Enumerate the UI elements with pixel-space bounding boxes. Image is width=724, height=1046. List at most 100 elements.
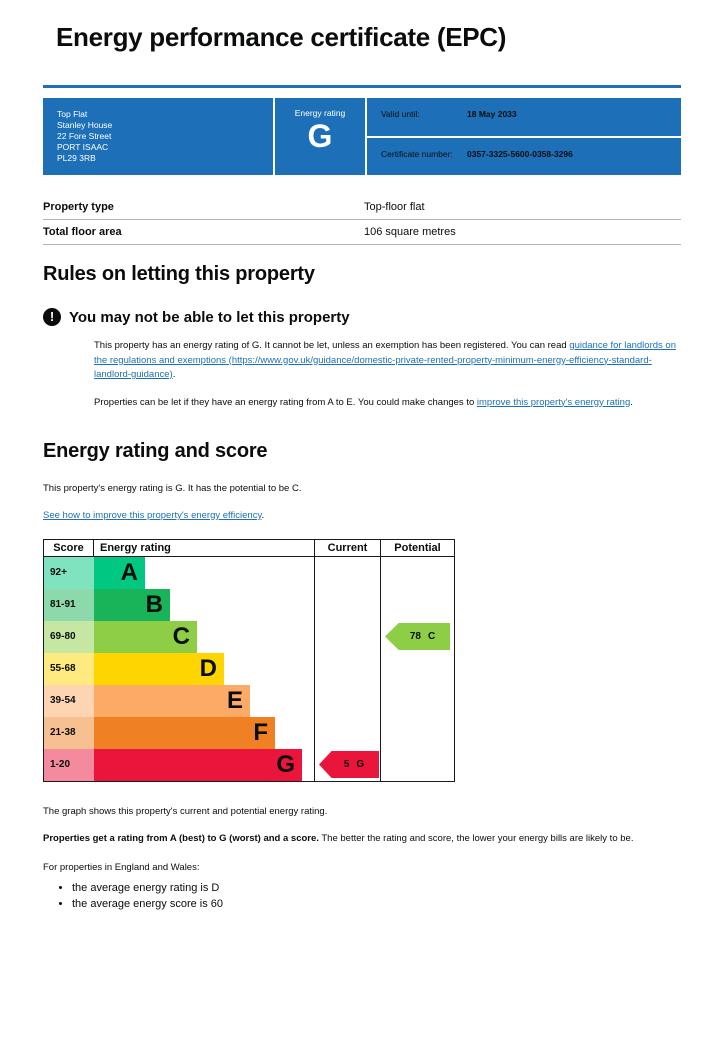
rating-rule-bold: Properties get a rating from A (best) to… bbox=[43, 833, 319, 844]
rating-rule-rest: The better the rating and score, the low… bbox=[318, 833, 634, 844]
chart-band-row-g: 1-20 G 5 G bbox=[44, 749, 454, 781]
current-cell bbox=[314, 589, 380, 621]
band-score-range: 39-54 bbox=[44, 685, 94, 717]
paragraph-text: . bbox=[630, 396, 633, 408]
energy-rating-column-header: Energy rating bbox=[100, 542, 171, 554]
band-score-range: 92+ bbox=[44, 557, 94, 589]
potential-column-header: Potential bbox=[380, 540, 454, 556]
potential-cell bbox=[380, 653, 454, 685]
chart-band-row-b: 81-91 B bbox=[44, 589, 454, 621]
potential-cell bbox=[380, 685, 454, 717]
potential-cell bbox=[380, 557, 454, 589]
letting-paragraph-1: This property has an energy rating of G.… bbox=[94, 339, 681, 383]
chart-band-row-f: 21-38 F bbox=[44, 717, 454, 749]
rating-intro: This property's energy rating is G. It h… bbox=[43, 483, 302, 494]
band-bar-b: B bbox=[94, 589, 170, 621]
regions-intro: For properties in England and Wales: bbox=[43, 862, 200, 873]
graph-caption: The graph shows this property's current … bbox=[43, 806, 328, 817]
chart-band-row-a: 92+ A bbox=[44, 557, 454, 589]
property-type-label: Property type bbox=[43, 201, 114, 213]
warning-body: This property has an energy rating of G.… bbox=[94, 339, 681, 410]
paragraph-text: . bbox=[261, 510, 265, 521]
band-bar-area: B bbox=[94, 589, 314, 621]
warning-header: ! You may not be able to let this proper… bbox=[43, 308, 681, 326]
chart-rows: 92+ A 81-91 B 69-80 C 78 C 55-68 D 39-54 E 21-38 F 1-2… bbox=[44, 557, 454, 781]
band-bar-area: E bbox=[94, 685, 314, 717]
potential-cell bbox=[380, 717, 454, 749]
potential-cell bbox=[380, 589, 454, 621]
potential-rating-arrow: 78 C bbox=[385, 623, 450, 650]
band-score-range: 55-68 bbox=[44, 653, 94, 685]
chart-band-row-e: 39-54 E bbox=[44, 685, 454, 717]
band-bar-c: C bbox=[94, 621, 197, 653]
current-cell bbox=[314, 717, 380, 749]
band-bar-area: D bbox=[94, 653, 314, 685]
current-column-header: Current bbox=[314, 540, 380, 556]
improve-line: See how to improve this property's energ… bbox=[43, 510, 681, 521]
average-stats-list: the average energy rating is D the avera… bbox=[72, 881, 681, 912]
exclamation-icon: ! bbox=[43, 308, 61, 326]
current-cell bbox=[314, 685, 380, 717]
band-score-range: 21-38 bbox=[44, 717, 94, 749]
certificate-number-value: 0357-3325-5600-0358-3296 bbox=[467, 148, 573, 159]
list-item: the average energy rating is D bbox=[72, 881, 681, 897]
certificate-number-label: Certificate number: bbox=[381, 148, 453, 159]
rating-rule-caption: Properties get a rating from A (best) to… bbox=[43, 833, 681, 844]
chart-band-row-c: 69-80 C 78 C bbox=[44, 621, 454, 653]
band-bar-area: F bbox=[94, 717, 314, 749]
certificate-details: Valid until: 18 May 2033 Certificate num… bbox=[367, 98, 681, 175]
potential-cell bbox=[380, 749, 454, 781]
band-bar-f: F bbox=[94, 717, 275, 749]
potential-cell: 78 C bbox=[380, 621, 454, 653]
paragraph-text: Properties can be let if they have an en… bbox=[94, 396, 477, 408]
rating-score-heading: Energy rating and score bbox=[43, 440, 268, 462]
certificate-number-row: Certificate number: 0357-3325-5600-0358-… bbox=[367, 137, 681, 175]
epc-chart: Score Energy rating Current Potential 92… bbox=[43, 539, 455, 782]
band-bar-g: G bbox=[94, 749, 302, 781]
see-how-to-improve-link[interactable]: See how to improve this property's energ… bbox=[43, 510, 262, 521]
chart-band-row-d: 55-68 D bbox=[44, 653, 454, 685]
valid-until-label: Valid until: bbox=[381, 109, 420, 119]
valid-until-value: 18 May 2033 bbox=[467, 109, 517, 119]
paragraph-text: This property has an energy rating of G.… bbox=[94, 340, 570, 351]
band-bar-e: E bbox=[94, 685, 250, 717]
header-rule bbox=[43, 85, 681, 88]
current-cell bbox=[314, 653, 380, 685]
epc-document: Energy performance certificate (EPC) Top… bbox=[0, 22, 724, 912]
paragraph-text: . bbox=[172, 369, 176, 380]
band-bar-area: G bbox=[94, 749, 314, 781]
improve-rating-link[interactable]: improve this property's energy rating bbox=[476, 396, 631, 408]
energy-rating-value: G bbox=[307, 118, 333, 154]
property-type-value: Top-floor flat bbox=[364, 201, 425, 213]
list-item: the average energy score is 60 bbox=[72, 897, 681, 913]
address-line: Top Flat bbox=[57, 109, 88, 119]
score-column-header: Score bbox=[44, 540, 94, 556]
floor-area-value: 106 square metres bbox=[364, 226, 456, 238]
band-bar-area: A bbox=[94, 557, 314, 589]
address-line: Stanley House bbox=[57, 120, 113, 130]
band-score-range: 81-91 bbox=[44, 589, 94, 621]
property-address: Top Flat Stanley House 22 Fore Street PO… bbox=[43, 98, 273, 175]
table-row: Property type Top-floor flat bbox=[43, 195, 681, 220]
letting-rules-heading: Rules on letting this property bbox=[43, 263, 315, 285]
floor-area-label: Total floor area bbox=[43, 226, 122, 238]
property-summary-table: Property type Top-floor flat Total floor… bbox=[43, 195, 681, 245]
page-title: Energy performance certificate (EPC) bbox=[56, 22, 507, 52]
valid-until-row: Valid until: 18 May 2033 bbox=[367, 98, 681, 136]
band-score-range: 69-80 bbox=[44, 621, 94, 653]
band-bar-d: D bbox=[94, 653, 224, 685]
band-score-range: 1-20 bbox=[44, 749, 94, 781]
energy-rating-badge: Energy rating G bbox=[275, 98, 365, 175]
summary-banner: Top Flat Stanley House 22 Fore Street PO… bbox=[43, 98, 681, 175]
current-cell bbox=[314, 621, 380, 653]
address-line: 22 Fore Street bbox=[57, 131, 112, 141]
address-line: PL29 3RB bbox=[57, 153, 96, 163]
address-line: PORT ISAAC bbox=[57, 142, 109, 152]
chart-header-row: Score Energy rating Current Potential bbox=[44, 540, 454, 557]
letting-paragraph-2: Properties can be let if they have an en… bbox=[94, 396, 681, 411]
table-row: Total floor area 106 square metres bbox=[43, 220, 681, 245]
landlord-guidance-link[interactable]: guidance for landlords on the regulation… bbox=[94, 340, 676, 380]
energy-rating-label: Energy rating bbox=[294, 108, 346, 118]
